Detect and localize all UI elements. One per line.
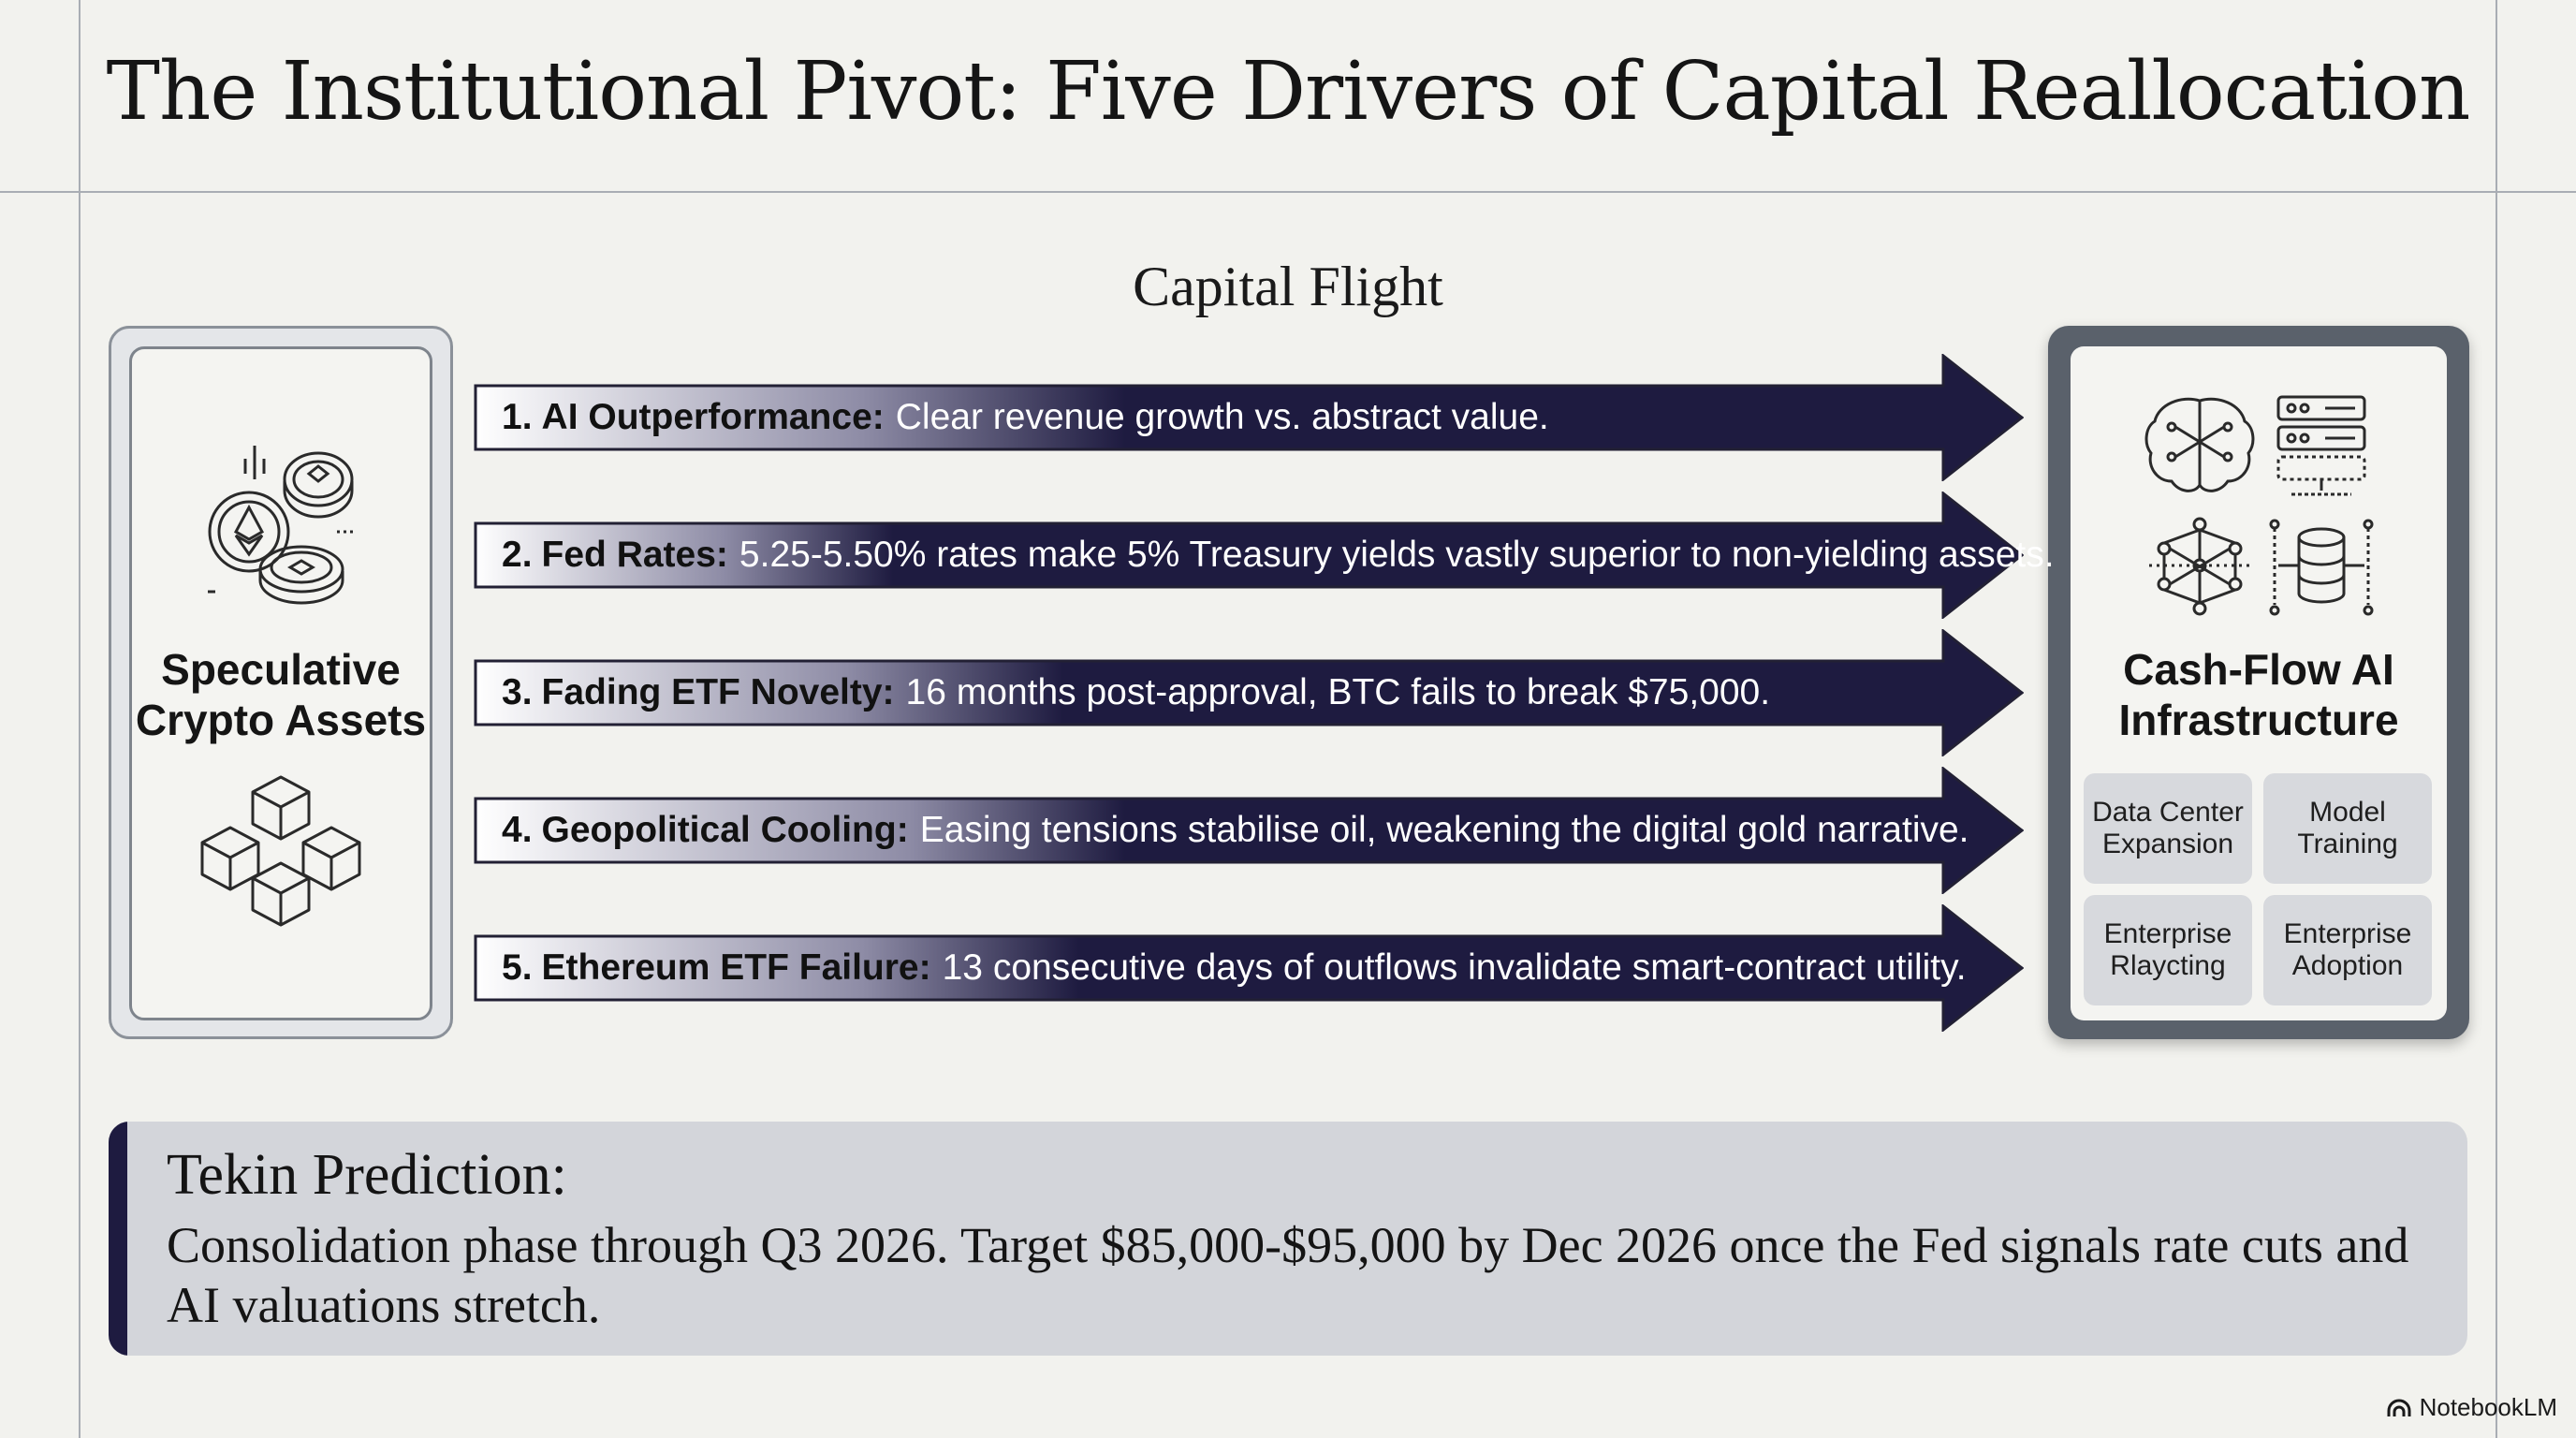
driver-number: 3. bbox=[502, 672, 533, 712]
arrow-shape bbox=[474, 904, 2024, 1032]
watermark-text: NotebookLM bbox=[2419, 1393, 2557, 1421]
prediction-box: Tekin Prediction: Consolidation phase th… bbox=[109, 1122, 2467, 1356]
ai-brain-icon bbox=[2144, 397, 2255, 492]
tile-line1: Model bbox=[2309, 797, 2386, 828]
driver-number: 2. bbox=[502, 535, 533, 575]
notebooklm-watermark: NotebookLM bbox=[2386, 1393, 2557, 1422]
prediction-title: Tekin Prediction: bbox=[167, 1143, 567, 1207]
driver-arrow-3: 3. Fading ETF Novelty: 16 months post-ap… bbox=[474, 629, 2024, 756]
driver-heading: Geopolitical Cooling: bbox=[541, 810, 909, 850]
blockchain-cubes-icon bbox=[200, 775, 361, 927]
driver-description: Clear revenue growth vs. abstract value. bbox=[895, 397, 1549, 437]
tile-line1: Enterprise bbox=[2103, 918, 2232, 949]
driver-arrow-2: 2. Fed Rates: 5.25-5.50% rates make 5% T… bbox=[474, 492, 2055, 619]
driver-number: 5. bbox=[502, 947, 533, 988]
driver-description: Easing tensions stabilise oil, weakening… bbox=[919, 810, 1969, 850]
tile-line2: Rlaycting bbox=[2110, 950, 2226, 981]
arrow-shape bbox=[474, 492, 2024, 619]
header-divider bbox=[0, 191, 2576, 193]
arrow-shape bbox=[474, 629, 2024, 756]
right-panel-title: Cash-Flow AI Infrastructure bbox=[2071, 644, 2447, 745]
flow-label: Capital Flight bbox=[1133, 256, 1443, 317]
driver-heading: AI Outperformance: bbox=[541, 397, 885, 437]
driver-heading: Ethereum ETF Failure: bbox=[541, 947, 931, 988]
tile-enterprise-adoption: Enterprise Adoption bbox=[2263, 895, 2432, 1005]
tile-line2: Expansion bbox=[2101, 829, 2234, 859]
left-panel-title-line2: Crypto Assets bbox=[135, 696, 427, 744]
driver-number: 4. bbox=[502, 810, 533, 850]
driver-arrow-4: 4. Geopolitical Cooling: Easing tensions… bbox=[474, 767, 2024, 894]
prediction-accent-bar bbox=[109, 1122, 127, 1356]
prediction-text: Consolidation phase through Q3 2026. Tar… bbox=[167, 1217, 2409, 1333]
notebooklm-logo-icon bbox=[2387, 1399, 2411, 1416]
left-panel-title: Speculative Crypto Assets bbox=[129, 644, 432, 745]
crypto-coins-icon bbox=[208, 446, 356, 605]
tile-data-center-expansion: Data Center Expansion bbox=[2084, 773, 2252, 884]
arrow-shape bbox=[474, 767, 2024, 894]
right-panel-title-line2: Infrastructure bbox=[2118, 696, 2399, 744]
tile-line1: Enterprise bbox=[2283, 918, 2412, 949]
driver-description: 5.25-5.50% rates make 5% Treasury yields… bbox=[739, 535, 2055, 575]
tile-line2: Adoption bbox=[2291, 950, 2404, 981]
tile-line2: Training bbox=[2297, 829, 2398, 859]
frame-line-right bbox=[2496, 0, 2497, 1438]
page-title: The Institutional Pivot: Five Drivers of… bbox=[106, 45, 2471, 139]
driver-heading: Fed Rates: bbox=[541, 535, 728, 575]
tile-model-training: Model Training bbox=[2263, 773, 2432, 884]
driver-arrow-5: 5. Ethereum ETF Failure: 13 consecutive … bbox=[474, 904, 2024, 1032]
driver-heading: Fading ETF Novelty: bbox=[541, 672, 895, 712]
right-panel-title-line1: Cash-Flow AI bbox=[2123, 645, 2394, 694]
driver-description: 13 consecutive days of outflows invalida… bbox=[942, 947, 1967, 988]
arrow-shape bbox=[474, 354, 2024, 481]
driver-number: 1. bbox=[502, 397, 533, 437]
frame-line-left bbox=[79, 0, 80, 1438]
left-panel-title-line1: Speculative bbox=[161, 645, 401, 694]
server-rack-icon bbox=[2276, 395, 2366, 496]
driver-description: 16 months post-approval, BTC fails to br… bbox=[905, 672, 1771, 712]
tile-line1: Data Center bbox=[2092, 797, 2244, 828]
database-icon bbox=[2269, 519, 2374, 616]
driver-arrow-1: 1. AI Outperformance: Clear revenue grow… bbox=[474, 354, 2024, 481]
tile-enterprise-rlaycting: Enterprise Rlaycting bbox=[2084, 895, 2252, 1005]
neural-network-icon bbox=[2149, 517, 2250, 616]
